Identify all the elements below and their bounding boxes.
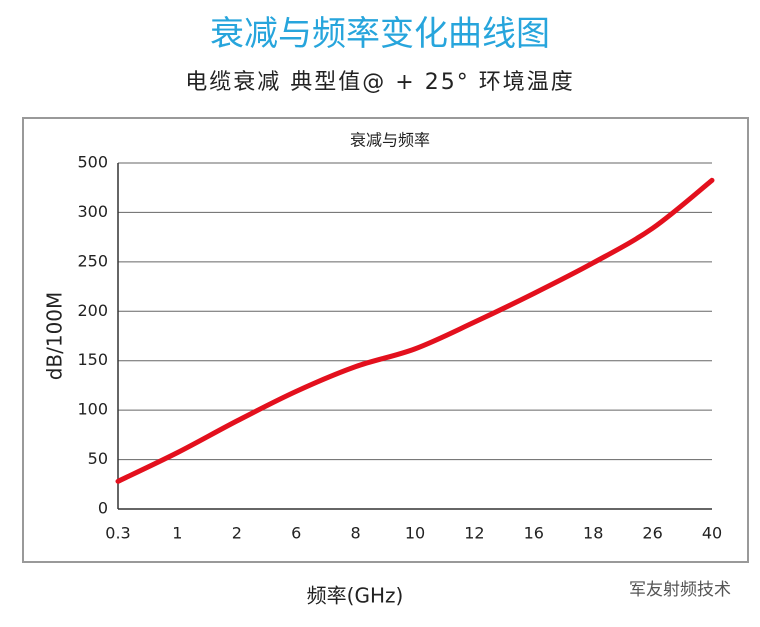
data-line [115, 177, 715, 484]
x-tick-label: 40 [702, 524, 722, 543]
x-tick-label: 6 [291, 524, 301, 543]
x-tick-label: 10 [405, 524, 425, 543]
x-tick-label: 8 [351, 524, 361, 543]
y-tick-label: 200 [77, 301, 108, 320]
y-tick-label: 500 [77, 153, 108, 172]
y-tick-label: 250 [77, 251, 108, 270]
x-tick-label: 26 [642, 524, 662, 543]
y-tick-label: 300 [77, 202, 108, 221]
chart-subtitle: 电缆衰减 典型值@ + 25° 环境温度 [185, 70, 574, 95]
x-tick-label: 16 [524, 524, 544, 543]
watermark: 军友射频技术 [629, 580, 731, 600]
y-tick-label: 100 [77, 400, 108, 419]
x-tick-label: 0.3 [105, 524, 130, 543]
y-axis-label: dB/100M [43, 292, 67, 381]
x-tick-label: 1 [172, 524, 182, 543]
x-tick-label: 18 [583, 524, 603, 543]
x-tick-label: 12 [464, 524, 484, 543]
x-axis-label: 频率(GHz) [307, 584, 404, 608]
y-tick-label: 0 [98, 499, 108, 518]
y-tick-label: 150 [77, 350, 108, 369]
x-tick-label: 2 [232, 524, 242, 543]
y-tick-label: 50 [88, 449, 108, 468]
frame [22, 117, 749, 563]
plot-title: 衰减与频率 [350, 131, 430, 150]
chart-title: 衰减与频率变化曲线图 [210, 14, 550, 54]
